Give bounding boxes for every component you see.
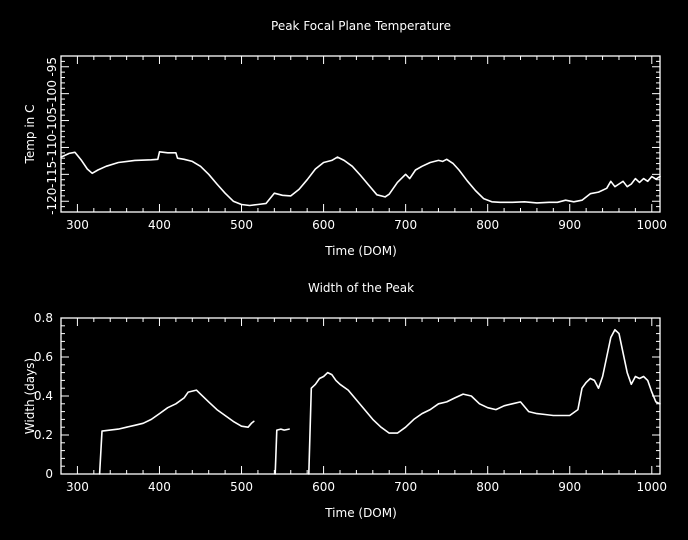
temperature-chart-y-tick-label: -120 <box>45 188 59 215</box>
temperature-chart: Peak Focal Plane Temperature -120-115-11… <box>23 19 667 258</box>
width-chart-x-tick-labels: 300 400 500 600 700 800 900 1000 <box>66 480 667 494</box>
temperature-chart-y-tick-label: -95 <box>45 57 59 77</box>
width-chart-series <box>98 328 661 475</box>
temperature-chart-x-tick-label: 500 <box>230 218 253 232</box>
temperature-chart-x-tick-label: 400 <box>148 218 171 232</box>
temperature-chart-frame <box>60 55 661 213</box>
temperature-chart-ticks <box>60 55 660 213</box>
width-chart-x-tick-label: 600 <box>312 480 335 494</box>
width-chart-x-tick-label: 900 <box>558 480 581 494</box>
width-chart-series-line <box>274 428 290 475</box>
temperature-chart-series-line <box>60 151 661 207</box>
width-chart-x-tick-label: 300 <box>66 480 89 494</box>
width-chart-y-tick-label: 0.8 <box>34 311 53 325</box>
width-chart-x-tick-label: 400 <box>148 480 171 494</box>
temperature-chart-x-tick-label: 1000 <box>637 218 668 232</box>
temperature-chart-x-tick-label: 900 <box>558 218 581 232</box>
width-chart-title: Width of the Peak <box>308 281 414 295</box>
temperature-chart-x-tick-labels: 300 400 500 600 700 800 900 1000 <box>66 218 667 232</box>
width-chart-ticks <box>60 317 660 475</box>
temperature-chart-y-tick-label: -110 <box>45 134 59 161</box>
width-chart-y-tick-label: 0.6 <box>34 350 53 364</box>
temperature-chart-y-tick-labels: -120-115-110-105-100 -95 <box>45 57 59 215</box>
width-chart-x-tick-label: 800 <box>476 480 499 494</box>
temperature-chart-x-tick-label: 300 <box>66 218 89 232</box>
width-chart-y-tick-label: 0.2 <box>34 428 53 442</box>
temperature-chart-x-tick-label: 800 <box>476 218 499 232</box>
temperature-chart-x-axis-label: Time (DOM) <box>324 244 397 258</box>
width-chart-x-tick-label: 1000 <box>637 480 668 494</box>
width-chart-y-axis-label: Width (days) <box>23 358 37 434</box>
width-chart-y-tick-label: 0.4 <box>34 389 53 403</box>
width-chart-x-axis-label: Time (DOM) <box>324 506 397 520</box>
temperature-chart-x-tick-label: 600 <box>312 218 335 232</box>
temperature-chart-y-tick-label: -115 <box>45 161 59 188</box>
temperature-chart-x-tick-label: 700 <box>394 218 417 232</box>
temperature-chart-y-axis-label: Temp in C <box>23 105 37 165</box>
width-chart-series-line <box>308 328 661 475</box>
width-chart: Width of the Peak 0 0.2 0.4 0.6 0.8 300 400 50… <box>23 281 667 520</box>
width-chart-y-tick-labels: 0 0.2 0.4 0.6 0.8 <box>34 311 53 481</box>
temperature-chart-series <box>60 151 661 207</box>
temperature-chart-y-tick-label: -100 <box>45 80 59 107</box>
width-chart-x-tick-label: 500 <box>230 480 253 494</box>
width-chart-x-tick-label: 700 <box>394 480 417 494</box>
width-chart-y-tick-label: 0 <box>45 467 53 481</box>
temperature-chart-y-tick-label: -105 <box>45 107 59 134</box>
width-chart-series-line <box>98 389 255 475</box>
temperature-chart-title: Peak Focal Plane Temperature <box>271 19 451 33</box>
